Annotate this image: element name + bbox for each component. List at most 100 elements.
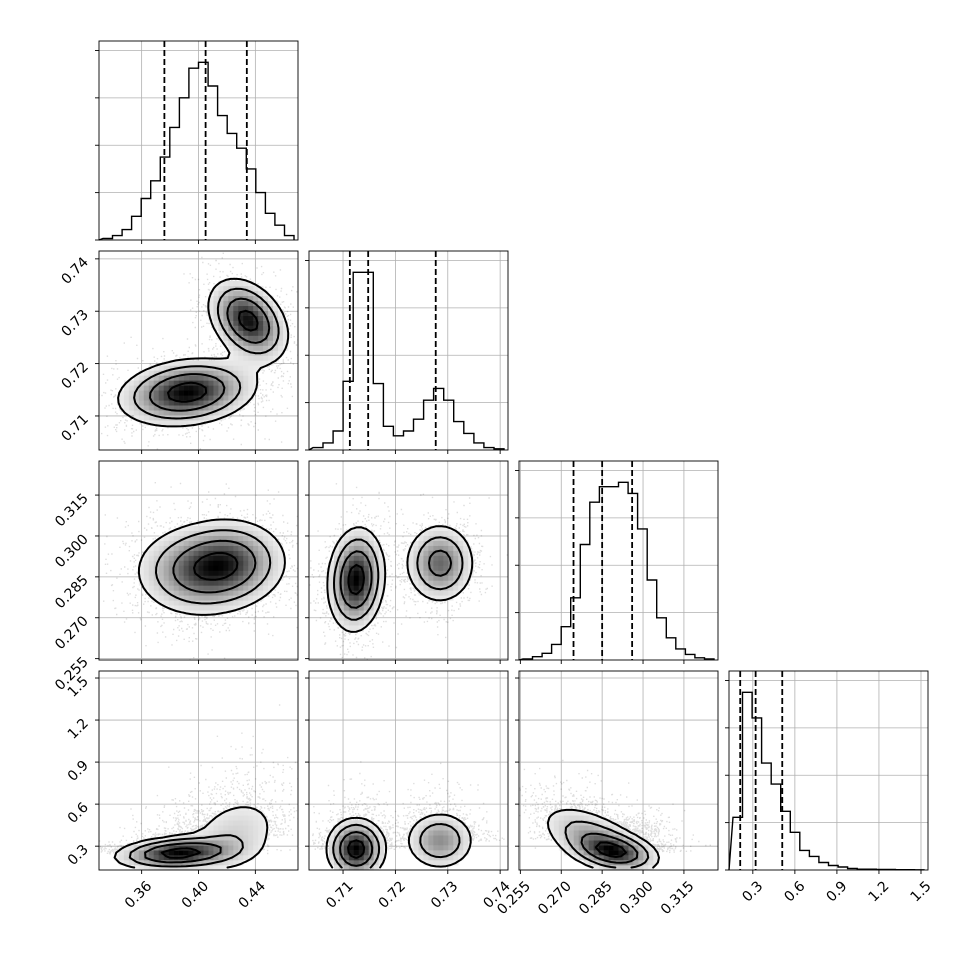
density-cell xyxy=(148,410,155,416)
density-cell xyxy=(248,595,254,601)
density-cell xyxy=(183,850,189,856)
density-cell xyxy=(188,385,194,391)
density-cell xyxy=(368,835,374,841)
density-cell xyxy=(348,610,355,616)
density-cell xyxy=(213,610,219,616)
density-cell xyxy=(218,820,224,826)
density-cell xyxy=(183,605,189,611)
density-cell xyxy=(183,835,189,841)
density-cell xyxy=(223,320,229,326)
density-cell xyxy=(248,370,254,376)
density-cell xyxy=(438,825,444,831)
density-cell xyxy=(158,585,164,591)
density-cell xyxy=(223,335,229,341)
density-cell xyxy=(648,855,654,861)
density-cell xyxy=(258,550,264,556)
density-cell xyxy=(348,855,355,861)
density-cell xyxy=(453,585,459,591)
density-cell xyxy=(178,550,184,556)
contour-line xyxy=(193,551,239,581)
density-cell xyxy=(163,545,169,551)
density-cell xyxy=(248,830,254,836)
density-cell xyxy=(263,320,269,326)
density-cell xyxy=(218,385,224,391)
density-cell xyxy=(248,570,254,576)
density-cell xyxy=(558,830,565,836)
density-cell xyxy=(253,530,259,536)
density-cell xyxy=(178,580,184,586)
density-cell xyxy=(338,620,345,626)
density-cell xyxy=(223,385,229,391)
density-cell xyxy=(133,385,140,391)
density-cell xyxy=(433,550,439,556)
density-cell xyxy=(233,370,239,376)
density-cell xyxy=(193,420,199,426)
density-cell xyxy=(248,545,254,551)
density-cell xyxy=(358,575,365,581)
density-cell xyxy=(243,820,249,826)
density-cell xyxy=(238,595,244,601)
density-cell xyxy=(238,280,244,287)
density-cell xyxy=(258,320,264,326)
density-cell xyxy=(213,855,219,861)
density-cell xyxy=(193,540,199,546)
density-cell xyxy=(253,330,259,336)
density-cell xyxy=(433,815,439,821)
density-cell xyxy=(218,865,224,871)
density-cell xyxy=(243,395,249,401)
density-cell xyxy=(438,820,444,826)
density-cell xyxy=(243,565,249,571)
density-cell xyxy=(278,560,284,566)
density-cell xyxy=(173,580,179,586)
density-cell xyxy=(343,565,350,571)
density-cell xyxy=(208,395,214,401)
density-cell xyxy=(148,585,155,591)
density-cell xyxy=(428,555,434,561)
density-cell xyxy=(248,355,254,361)
density-cell xyxy=(258,300,264,307)
density-cell xyxy=(258,570,264,576)
density-cell xyxy=(188,845,194,851)
density-cell xyxy=(153,380,159,386)
density-cell xyxy=(163,600,169,606)
y-tick-label: 0.72 xyxy=(58,359,91,392)
density-cell xyxy=(213,310,219,316)
density-cell xyxy=(168,370,174,376)
density-cell xyxy=(243,290,249,297)
density-cell xyxy=(358,535,365,541)
density-cell xyxy=(188,590,194,596)
density-cell xyxy=(238,540,244,546)
density-cell xyxy=(363,605,369,611)
density-cell xyxy=(213,360,219,366)
density-cell xyxy=(358,850,365,856)
density-cell xyxy=(233,560,239,566)
y-tick-label: 0.73 xyxy=(58,307,91,340)
density-cell xyxy=(153,590,159,596)
density-cell xyxy=(248,575,254,581)
density-cell xyxy=(363,830,369,836)
density-cell xyxy=(413,580,419,586)
density-cell xyxy=(248,600,254,606)
x-tick-label: 0.285 xyxy=(576,878,616,918)
density-cell xyxy=(348,625,355,631)
density-cell xyxy=(218,535,224,541)
contour-line xyxy=(580,832,639,864)
density-cell xyxy=(348,820,355,826)
density-cell xyxy=(353,865,360,871)
density-cell xyxy=(198,520,204,526)
density-cell xyxy=(338,600,345,606)
x-tick-label: 0.44 xyxy=(236,878,269,911)
density-cell xyxy=(378,550,384,556)
density-cell xyxy=(368,855,374,861)
density-cell xyxy=(148,545,155,551)
density-cell xyxy=(188,525,194,531)
density-cell xyxy=(258,290,264,297)
density-cell xyxy=(198,410,204,416)
density-cell xyxy=(118,395,125,401)
density-cell xyxy=(333,840,340,846)
density-cell xyxy=(593,835,599,841)
density-cell xyxy=(258,820,264,826)
density-cell xyxy=(353,840,360,846)
density-cell xyxy=(188,585,194,591)
density-cell xyxy=(228,820,234,826)
